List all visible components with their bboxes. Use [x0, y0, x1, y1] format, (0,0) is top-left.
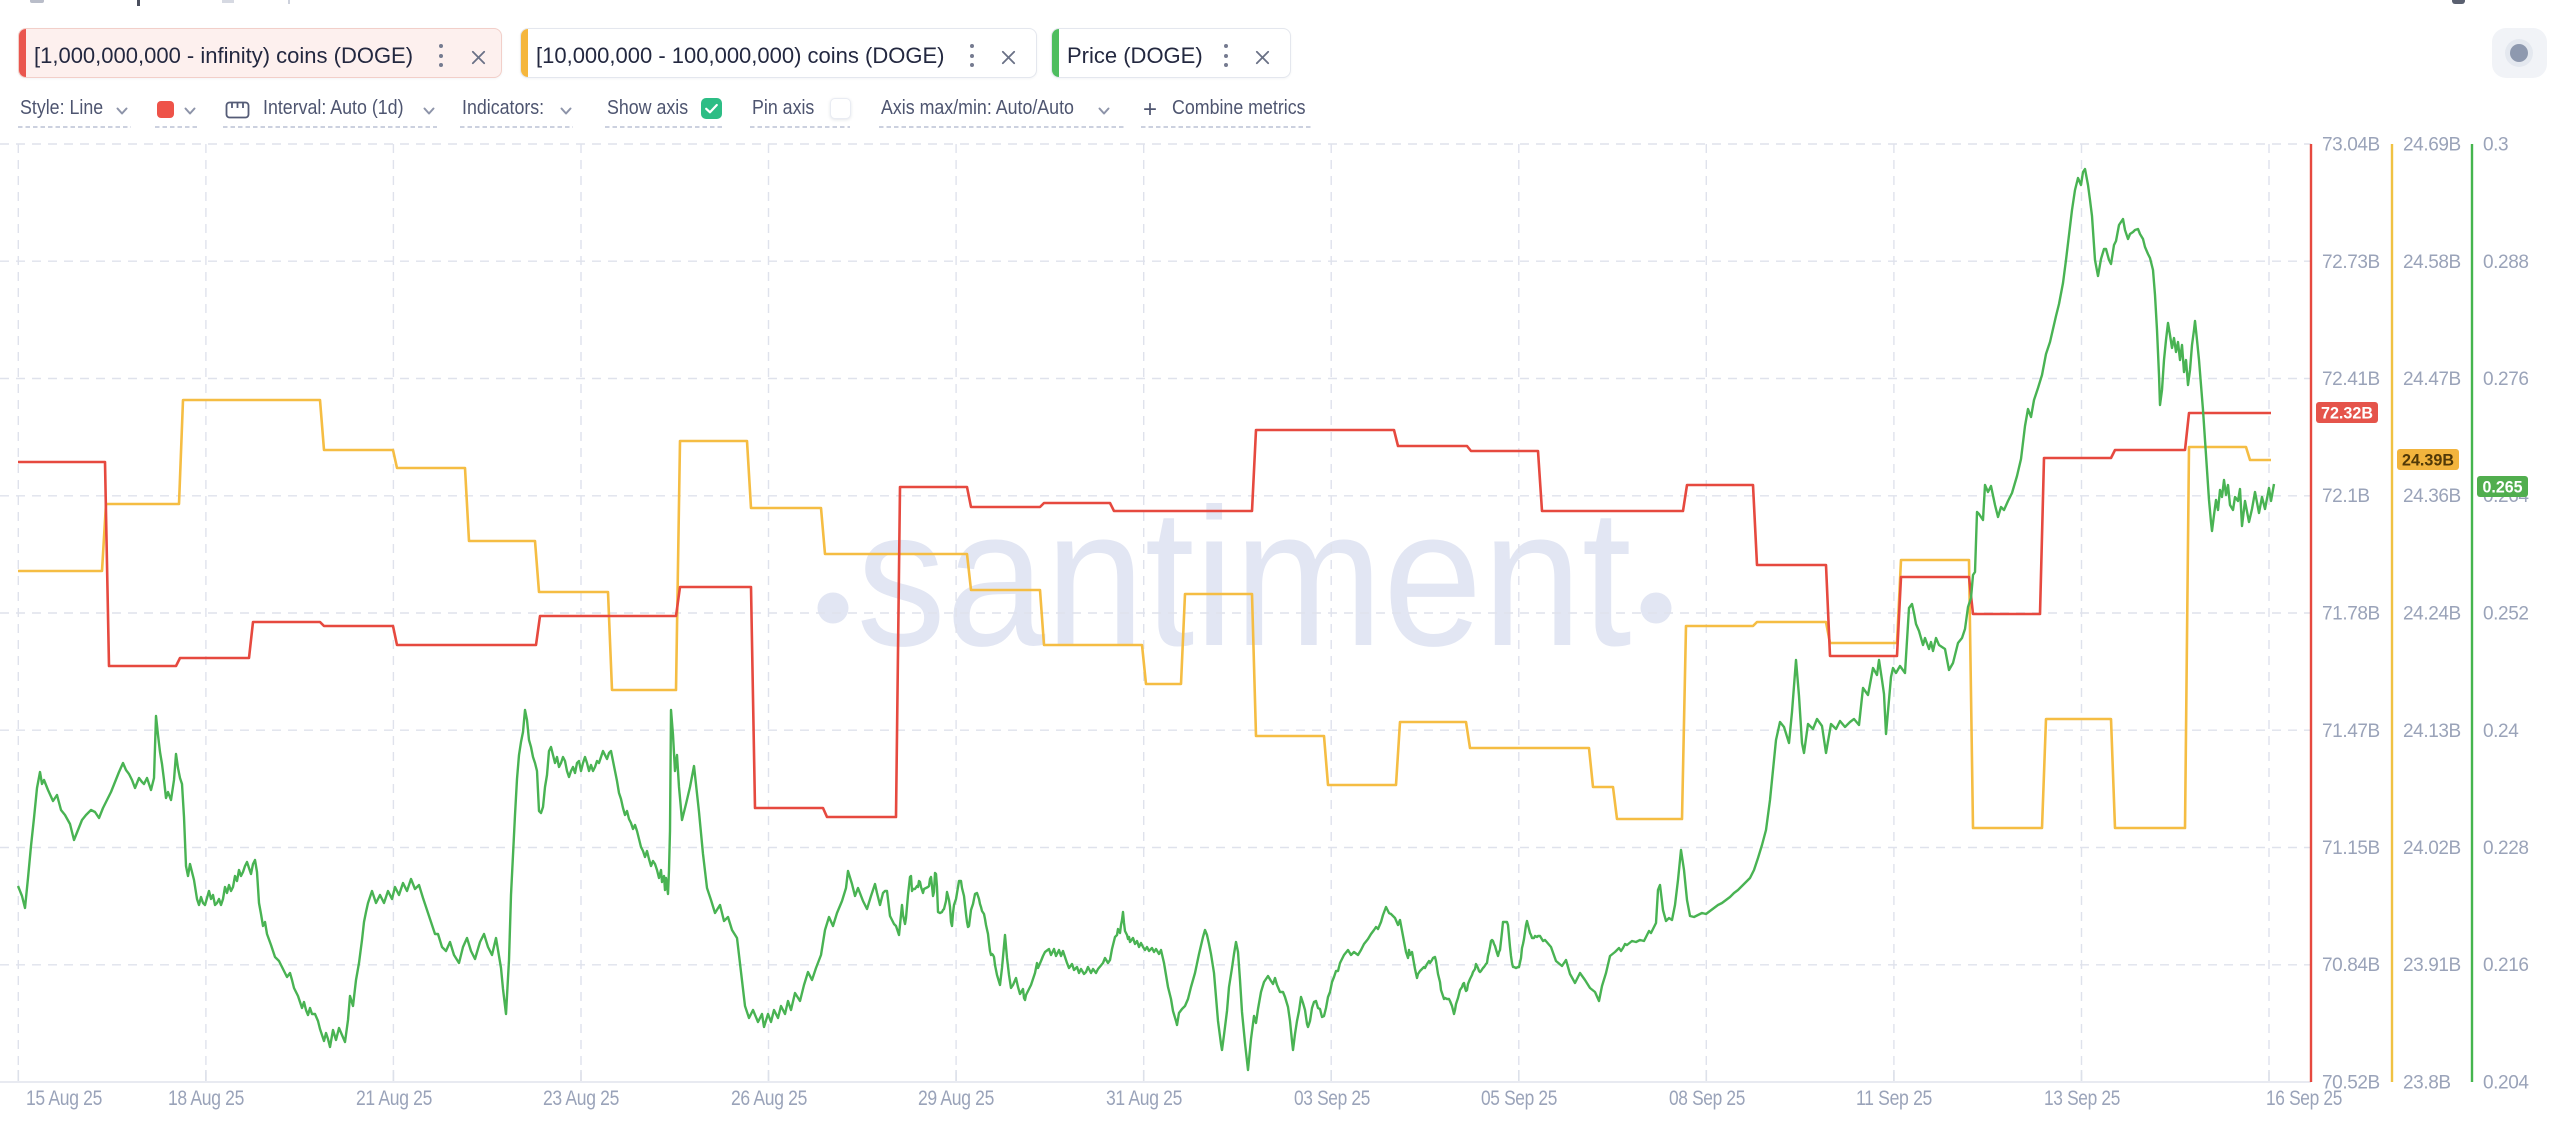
svg-text:0.276: 0.276 — [2483, 369, 2529, 390]
svg-text:70.84B: 70.84B — [2322, 955, 2380, 976]
svg-text:11 Sep 25: 11 Sep 25 — [1856, 1087, 1932, 1110]
svg-text:72.41B: 72.41B — [2322, 369, 2380, 390]
svg-text:0.204: 0.204 — [2483, 1073, 2529, 1094]
svg-text:santiment: santiment — [857, 468, 1632, 687]
svg-text:24.36B: 24.36B — [2403, 486, 2461, 507]
svg-text:72.32B: 72.32B — [2321, 404, 2373, 423]
svg-text:0.265: 0.265 — [2483, 478, 2523, 497]
svg-text:16 Sep 25: 16 Sep 25 — [2266, 1087, 2342, 1110]
svg-text:26 Aug 25: 26 Aug 25 — [731, 1087, 807, 1110]
svg-text:29 Aug 25: 29 Aug 25 — [918, 1087, 994, 1110]
svg-text:24.47B: 24.47B — [2403, 369, 2461, 390]
svg-text:73.04B: 73.04B — [2322, 135, 2380, 156]
svg-text:71.78B: 71.78B — [2322, 604, 2380, 625]
svg-text:0.3: 0.3 — [2483, 135, 2508, 156]
svg-text:05 Sep 25: 05 Sep 25 — [1481, 1087, 1557, 1110]
svg-text:24.02B: 24.02B — [2403, 838, 2461, 859]
svg-text:72.73B: 72.73B — [2322, 252, 2380, 273]
svg-text:23.8B: 23.8B — [2403, 1073, 2451, 1094]
svg-text:08 Sep 25: 08 Sep 25 — [1669, 1087, 1745, 1110]
svg-text:23.91B: 23.91B — [2403, 955, 2461, 976]
svg-text:18 Aug 25: 18 Aug 25 — [168, 1087, 244, 1110]
svg-text:0.252: 0.252 — [2483, 604, 2529, 625]
svg-text:24.58B: 24.58B — [2403, 252, 2461, 273]
svg-text:23 Aug 25: 23 Aug 25 — [543, 1087, 619, 1110]
svg-text:0.288: 0.288 — [2483, 252, 2529, 273]
svg-text:24.39B: 24.39B — [2402, 451, 2454, 470]
svg-text:71.47B: 71.47B — [2322, 721, 2380, 742]
svg-text:24.24B: 24.24B — [2403, 604, 2461, 625]
svg-text:72.1B: 72.1B — [2322, 486, 2370, 507]
svg-text:15 Aug 25: 15 Aug 25 — [26, 1087, 102, 1110]
svg-text:70.52B: 70.52B — [2322, 1073, 2380, 1094]
svg-text:31 Aug 25: 31 Aug 25 — [1106, 1087, 1182, 1110]
svg-text:24.69B: 24.69B — [2403, 135, 2461, 156]
svg-text:21 Aug 25: 21 Aug 25 — [356, 1087, 432, 1110]
svg-text:0.216: 0.216 — [2483, 955, 2529, 976]
svg-text:03 Sep 25: 03 Sep 25 — [1294, 1087, 1370, 1110]
svg-text:71.15B: 71.15B — [2322, 838, 2380, 859]
svg-text:24.13B: 24.13B — [2403, 721, 2461, 742]
svg-text:13 Sep 25: 13 Sep 25 — [2044, 1087, 2120, 1110]
svg-text:0.24: 0.24 — [2483, 721, 2519, 742]
svg-text:0.228: 0.228 — [2483, 838, 2529, 859]
